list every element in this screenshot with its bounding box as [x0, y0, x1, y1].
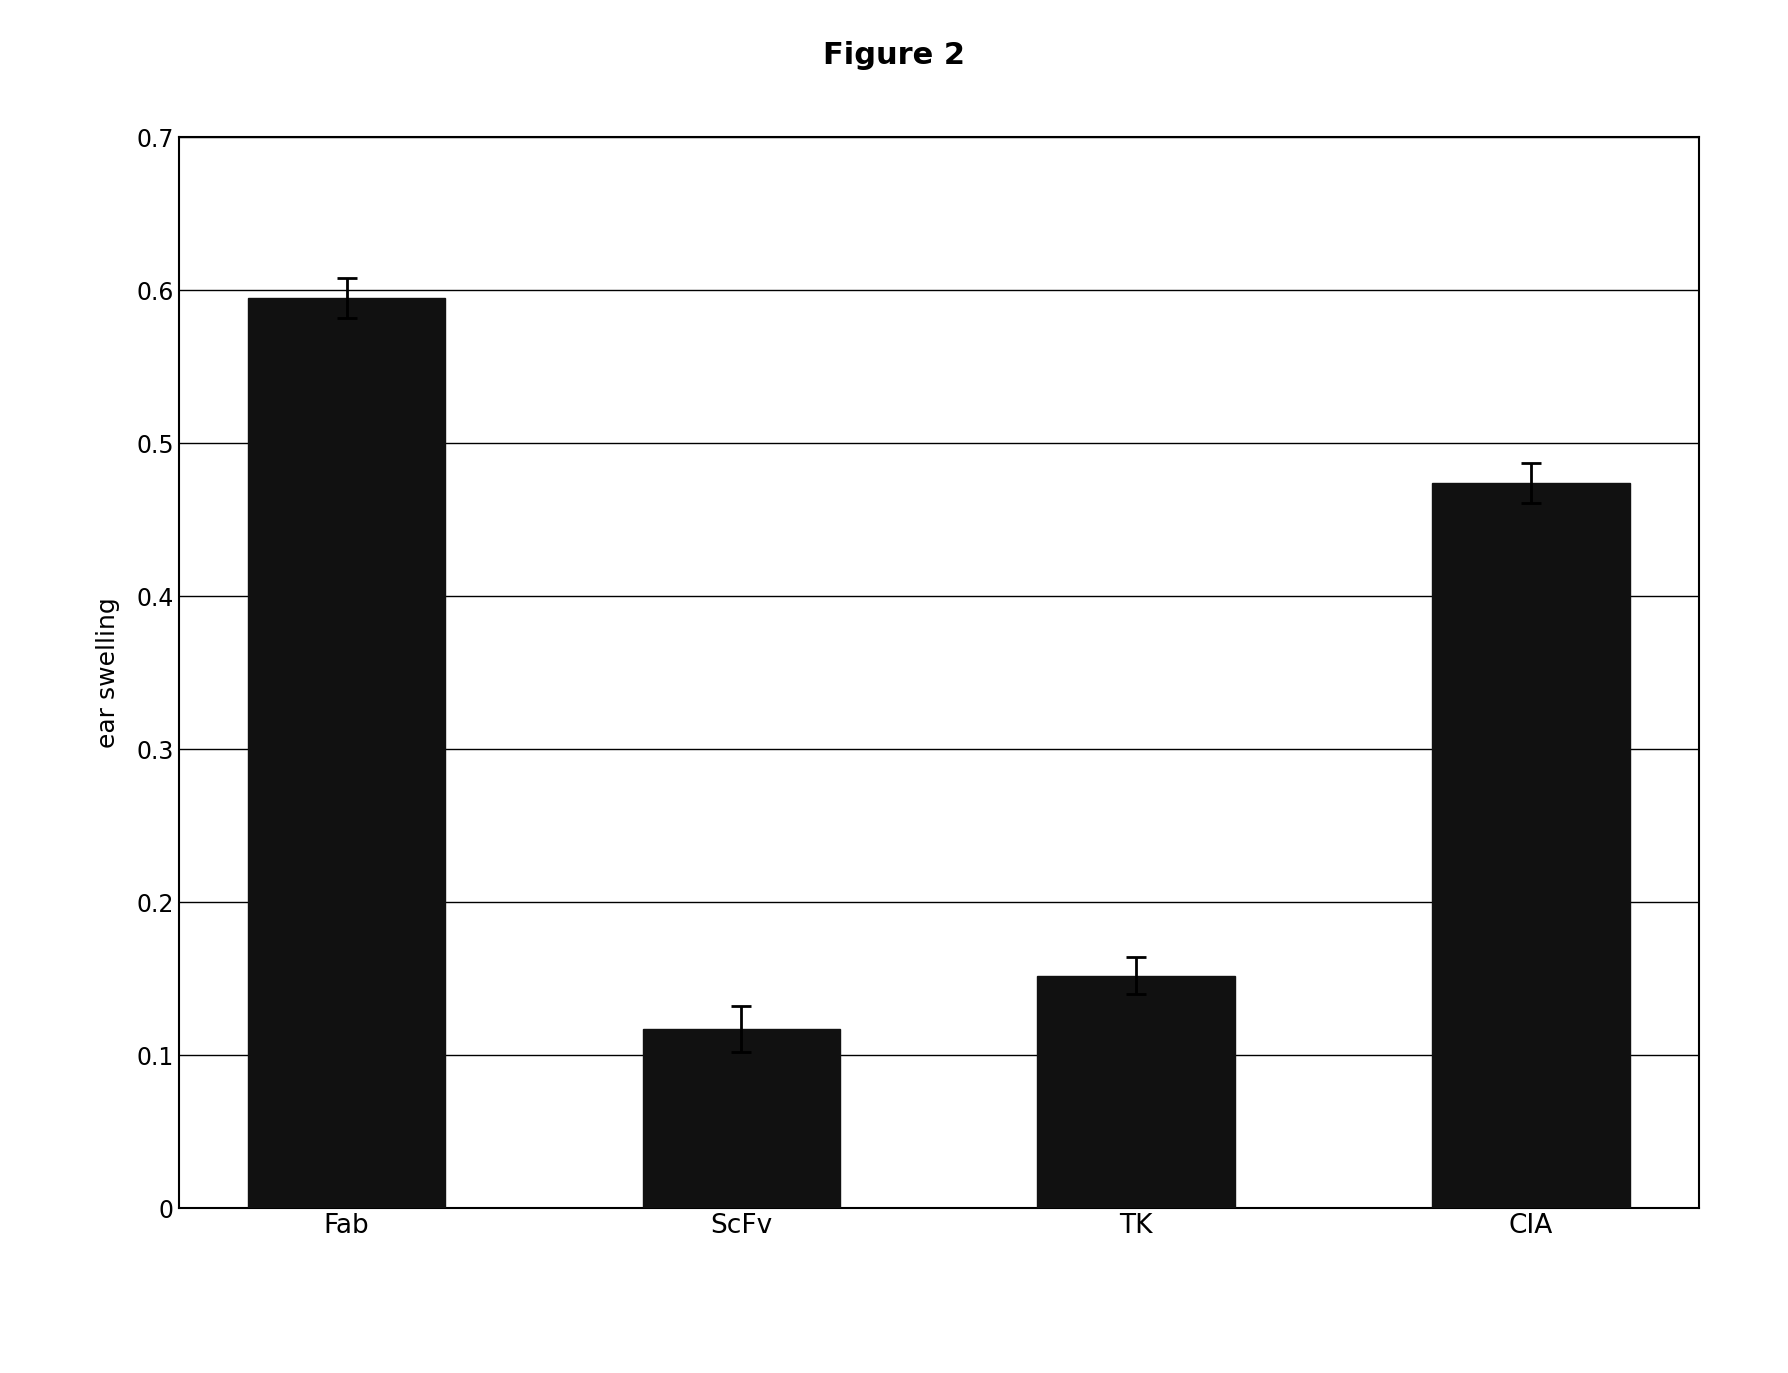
Bar	[642, 1030, 840, 1208]
Y-axis label: ear swelling: ear swelling	[95, 597, 120, 748]
Bar	[1432, 483, 1629, 1208]
Text: Figure 2: Figure 2	[822, 41, 966, 70]
Bar	[1037, 976, 1236, 1208]
Bar	[249, 298, 445, 1208]
